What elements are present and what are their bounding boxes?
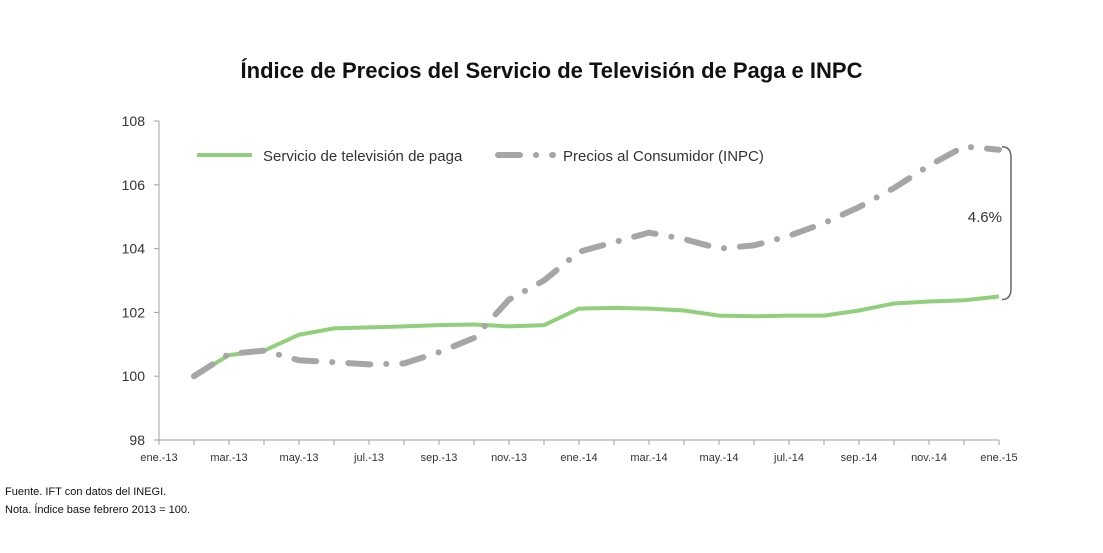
series-line-tv xyxy=(192,294,1000,378)
chart-title: Índice de Precios del Servicio de Televi… xyxy=(240,58,863,83)
x-tick-label: jul.-13 xyxy=(353,452,384,464)
x-tick-label: may.-14 xyxy=(700,452,739,464)
x-tick-label: nov.-14 xyxy=(911,452,947,464)
base-note: Nota. Índice base febrero 2013 = 100. xyxy=(5,504,190,516)
difference-bracket xyxy=(1001,145,1012,301)
x-tick-label: jul.-14 xyxy=(773,452,804,464)
x-tick-label: ene.-14 xyxy=(560,452,597,464)
x-tick-label: sep.-14 xyxy=(841,452,878,464)
y-tick-label: 102 xyxy=(122,304,146,320)
y-tick-label: 106 xyxy=(122,177,146,193)
y-tick-label: 98 xyxy=(129,432,145,448)
y-tick-label: 104 xyxy=(122,241,146,257)
series-line-inpc xyxy=(191,143,1002,380)
x-tick-label: mar.-13 xyxy=(210,452,247,464)
difference-label: 4.6% xyxy=(968,209,1002,226)
y-tick-label: 108 xyxy=(122,113,146,129)
x-tick-label: ene.-13 xyxy=(140,452,177,464)
legend: Servicio de televisión de paga Precios al… xyxy=(197,148,764,165)
legend-label-inpc: Precios al Consumidor (INPC) xyxy=(563,148,764,165)
x-tick-label: mar.-14 xyxy=(630,452,667,464)
x-tick-label: may.-13 xyxy=(280,452,319,464)
x-tick-label: ene.-15 xyxy=(980,452,1017,464)
legend-label-tv: Servicio de televisión de paga xyxy=(263,148,463,165)
y-tick-label: 100 xyxy=(122,368,146,384)
x-tick-label: sep.-13 xyxy=(421,452,458,464)
source-note: Fuente. IFT con datos del INEGI. xyxy=(5,486,167,498)
x-tick-label: nov.-13 xyxy=(491,452,527,464)
